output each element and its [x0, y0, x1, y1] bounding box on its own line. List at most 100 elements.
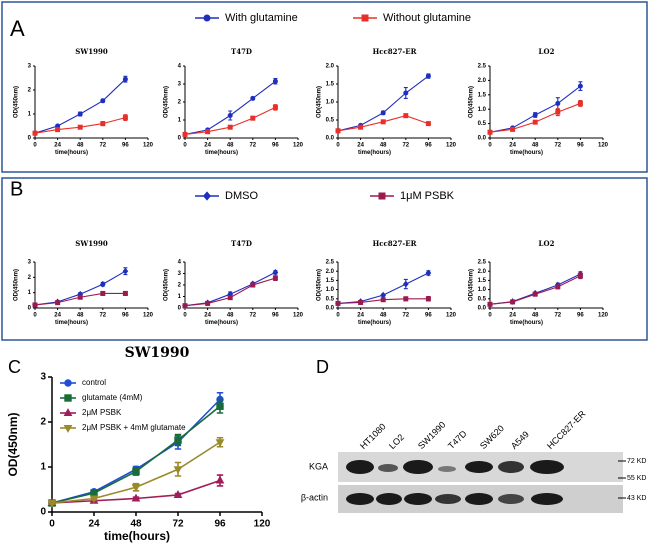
marker: [361, 14, 369, 22]
marker: [380, 297, 386, 303]
x-axis-title: time(hours): [104, 529, 170, 543]
marker: [89, 495, 99, 504]
marker: [173, 490, 183, 498]
x-tick-label: 24: [204, 142, 211, 148]
marker: [577, 273, 583, 279]
lane-label: LO2: [387, 432, 406, 451]
marker: [380, 110, 386, 116]
legend-label: control: [82, 378, 106, 387]
chart-title: SW1990: [75, 239, 108, 248]
marker: [131, 493, 141, 502]
y-axis-title: OD(450nm): [164, 269, 170, 301]
y-axis-title: OD(450nm): [469, 86, 475, 118]
marker: [358, 124, 364, 130]
marker: [63, 424, 73, 433]
series-line: [34, 270, 126, 306]
x-axis-title: time(hours): [55, 320, 88, 326]
x-axis-title: time(hours): [205, 150, 238, 156]
chart-title: SW1990: [125, 345, 190, 361]
x-tick-label: 72: [402, 142, 409, 148]
marker: [90, 489, 98, 497]
chart-title: LO2: [539, 47, 555, 56]
y-tick-label: 0.0: [326, 306, 335, 312]
y-tick-label: 0: [178, 136, 182, 142]
panel-a-frame: [1, 1, 648, 173]
band: [346, 493, 374, 505]
x-tick-label: 120: [598, 142, 609, 148]
x-tick-label: 0: [183, 312, 187, 318]
marker: [227, 113, 233, 118]
x-tick-label: 72: [249, 312, 256, 318]
band: [403, 460, 433, 474]
x-tick-label: 96: [577, 312, 584, 318]
x-tick-label: 72: [554, 142, 561, 148]
x-tick-label: 96: [122, 142, 129, 148]
band: [465, 461, 493, 473]
marker: [555, 109, 561, 115]
y-tick-label: 0.5: [478, 296, 487, 302]
x-axis-title: time(hours): [510, 320, 543, 326]
lane-label: HCC827-ER: [545, 408, 588, 451]
x-tick-label: 24: [509, 142, 516, 148]
marker: [272, 104, 278, 110]
chart-title: LO2: [539, 239, 555, 248]
panel-b-frame: [1, 177, 648, 341]
x-tick-label: 0: [336, 312, 340, 318]
x-axis-title: time(hours): [358, 320, 391, 326]
legend-label: 2μM PSBK: [82, 408, 122, 417]
series-line: [489, 102, 581, 133]
y-tick-label: 3: [28, 260, 32, 266]
marker: [77, 124, 83, 130]
marker: [487, 301, 493, 307]
marker: [227, 295, 233, 301]
x-tick-label: 96: [122, 312, 129, 318]
legend-label: 1μM PSBK: [400, 190, 455, 202]
marker: [532, 119, 538, 125]
x-tick-label: 0: [49, 519, 55, 530]
y-tick-label: 1.0: [478, 287, 487, 293]
marker: [77, 111, 83, 117]
y-axis-title: OD(450nm): [6, 412, 20, 476]
y-tick-label: 0: [28, 306, 32, 312]
marker: [532, 112, 538, 118]
x-tick-label: 48: [227, 142, 234, 148]
y-axis-title: OD(450nm): [317, 269, 323, 301]
y-tick-label: 0: [28, 136, 32, 142]
row-label: KGA: [309, 461, 328, 471]
x-tick-label: 120: [293, 312, 304, 318]
x-tick-label: 24: [509, 312, 516, 318]
x-tick-label: 96: [425, 312, 432, 318]
y-tick-label: 4: [178, 260, 182, 266]
band: [378, 464, 398, 472]
x-tick-label: 72: [402, 312, 409, 318]
marker: [335, 300, 341, 306]
chart-title: T47D: [231, 47, 252, 56]
marker: [205, 300, 211, 306]
x-tick-label: 48: [130, 519, 142, 530]
y-tick-label: 2.5: [478, 260, 487, 266]
band: [404, 493, 432, 505]
y-tick-label: 3: [178, 82, 182, 88]
marker: [250, 115, 256, 121]
marker: [99, 280, 106, 288]
marker: [32, 130, 38, 136]
marker: [182, 303, 188, 309]
marker: [122, 76, 128, 82]
marker: [227, 124, 233, 130]
marker: [174, 436, 182, 444]
x-tick-label: 120: [254, 519, 271, 530]
band: [530, 460, 564, 474]
y-tick-label: 1: [28, 112, 32, 118]
marker: [425, 269, 432, 277]
marker: [335, 128, 341, 134]
panel-label: A: [10, 16, 25, 41]
marker: [577, 100, 583, 106]
marker: [55, 127, 61, 133]
marker: [577, 83, 583, 89]
marker: [272, 275, 278, 281]
panel-label: B: [10, 178, 23, 200]
y-axis-title: OD(450nm): [14, 86, 20, 118]
y-axis-title: OD(450nm): [14, 269, 20, 301]
marker: [122, 290, 128, 296]
marker: [403, 113, 409, 119]
